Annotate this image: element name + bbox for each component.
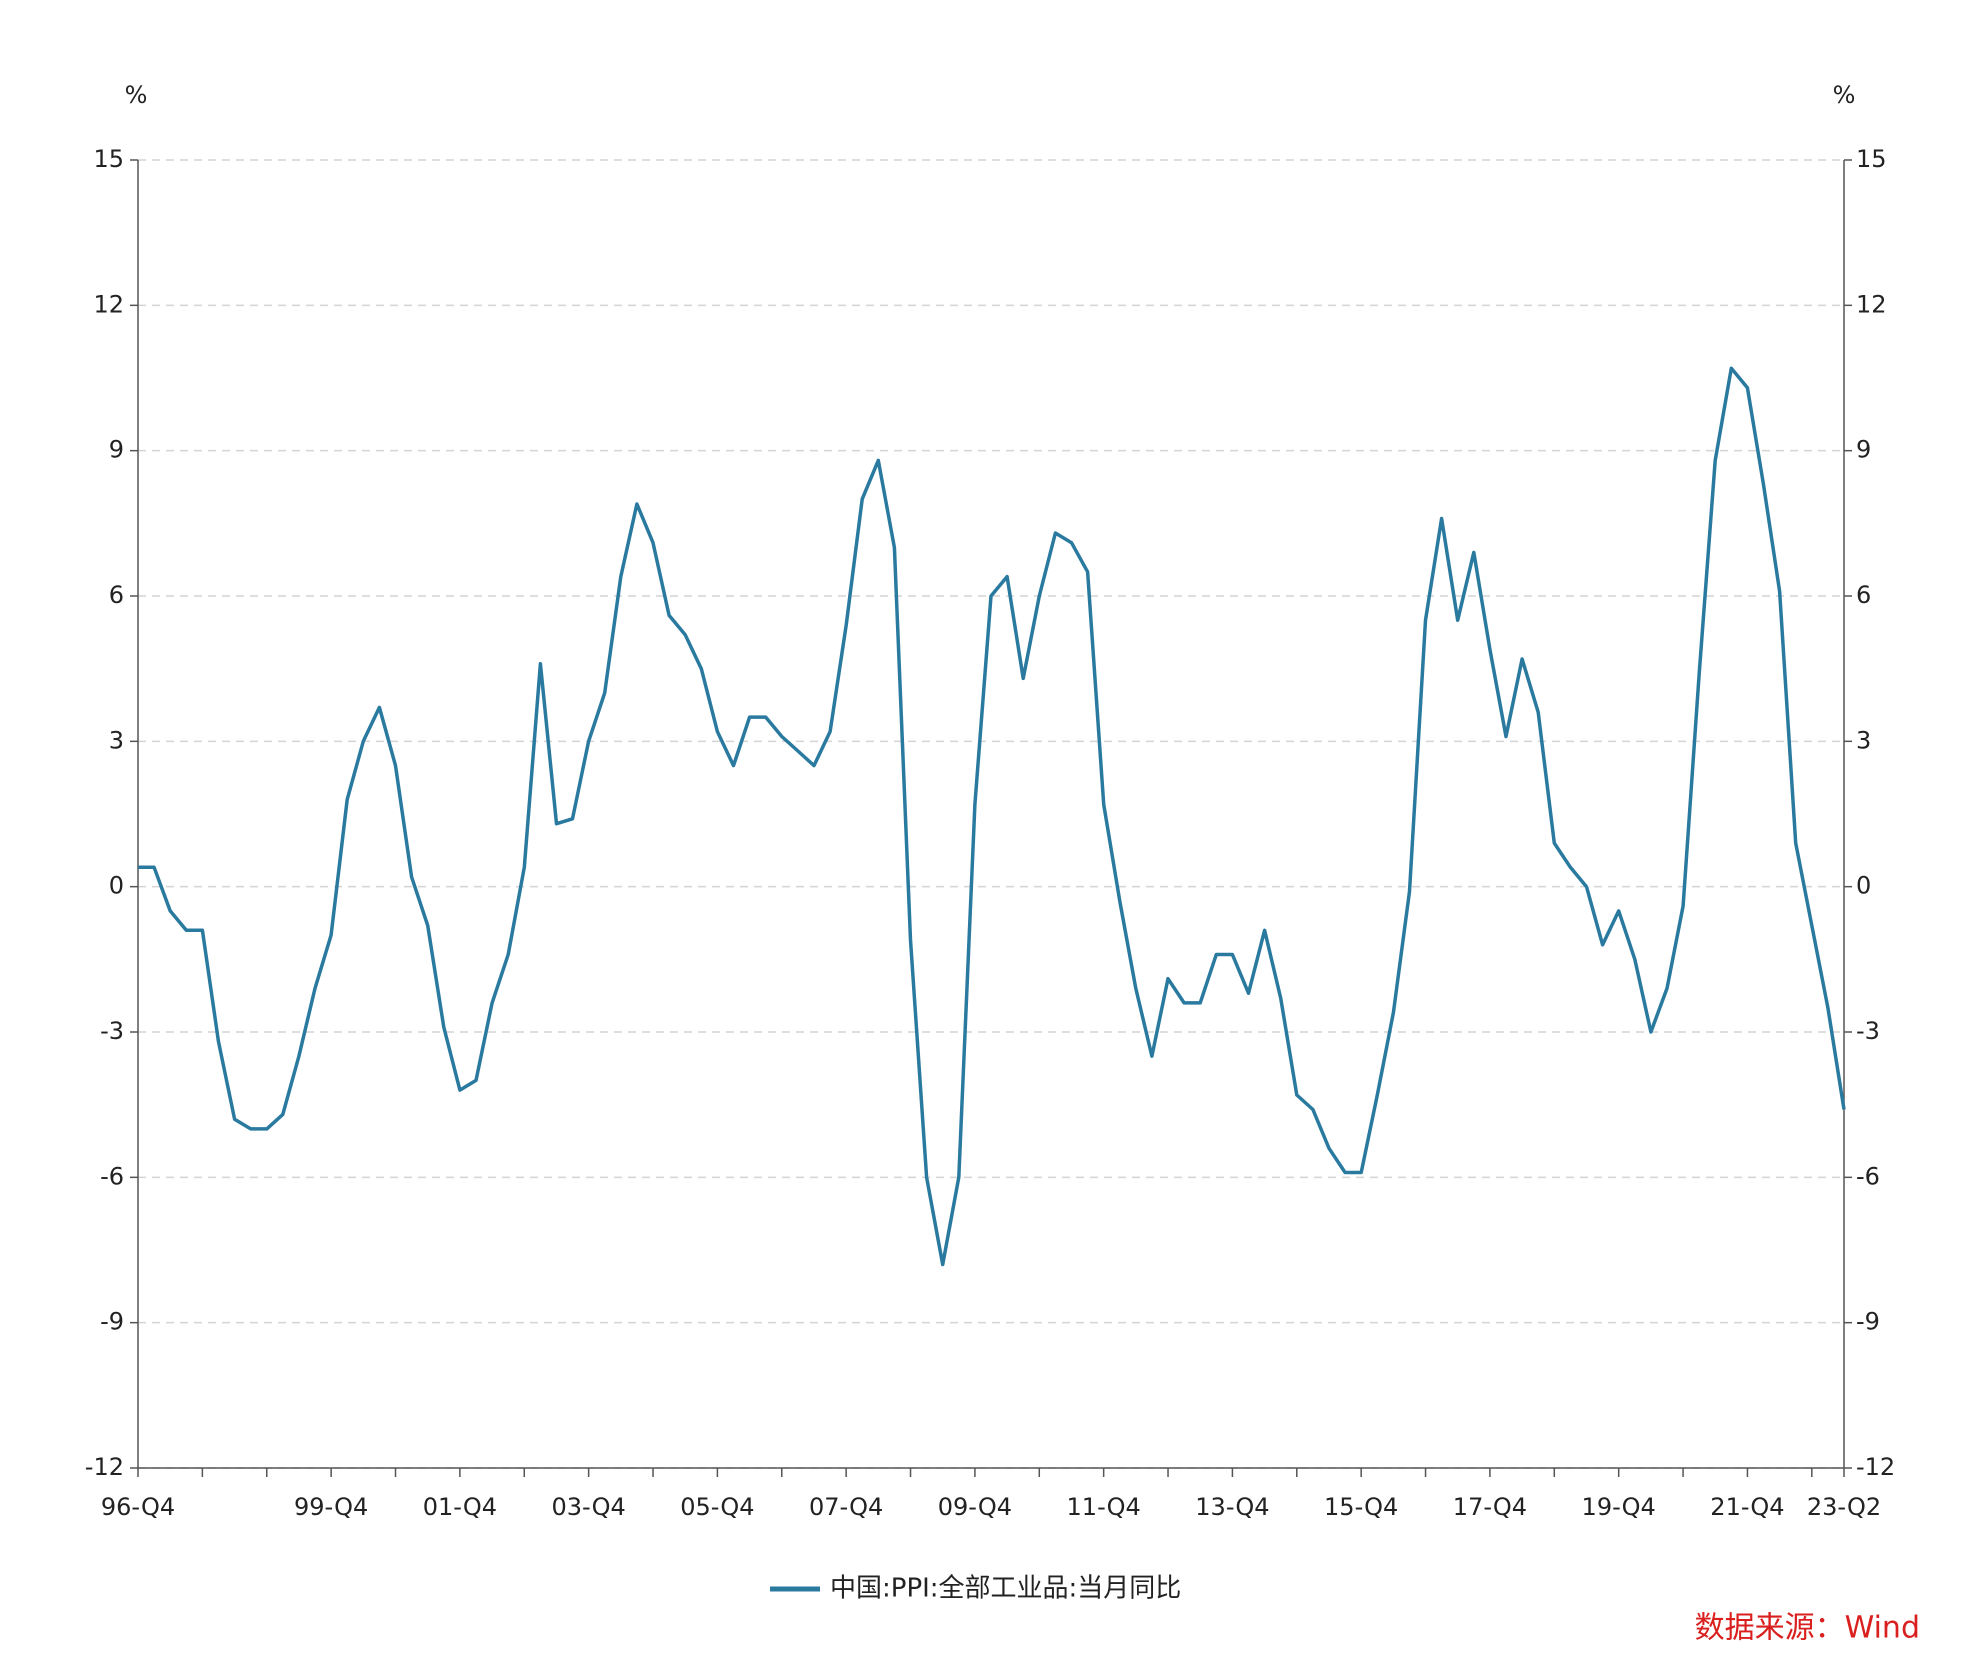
source: 数据来源：Wind <box>1695 1611 1920 1646</box>
y2-tick-label: -12 <box>1856 1453 1895 1481</box>
y2-tick-label: -9 <box>1856 1308 1880 1336</box>
x-tick-label: 21-Q4 <box>1710 1493 1784 1521</box>
x-tick-label: 99-Q4 <box>294 1493 368 1521</box>
y-tick-label: 9 <box>109 436 124 464</box>
y-tick-label: 15 <box>93 145 124 173</box>
y-unit: % <box>125 81 148 109</box>
y2-tick-label: 9 <box>1856 436 1871 464</box>
x-tick-label: 17-Q4 <box>1453 1493 1527 1521</box>
legend-label: 中国:PPI:全部工业品:当月同比 <box>830 1574 1181 1604</box>
y2-unit: % <box>1833 81 1856 109</box>
y2-tick-label: -6 <box>1856 1162 1880 1190</box>
y2-tick-label: 15 <box>1856 145 1887 173</box>
y-tick-label: -12 <box>85 1453 124 1481</box>
y-tick-label: -3 <box>100 1017 124 1045</box>
y2-tick-label: 3 <box>1856 726 1871 754</box>
y2-tick-label: 12 <box>1856 290 1887 318</box>
x-tick-label: 03-Q4 <box>552 1493 626 1521</box>
y-tick-label: 6 <box>109 581 124 609</box>
y-tick-label: 0 <box>109 872 124 900</box>
x-tick-label: 19-Q4 <box>1582 1493 1656 1521</box>
y-tick-label: 12 <box>93 290 124 318</box>
y2-tick-label: 0 <box>1856 872 1871 900</box>
x-tick-label: 09-Q4 <box>938 1493 1012 1521</box>
y2-tick-label: 6 <box>1856 581 1871 609</box>
x-tick-label: 05-Q4 <box>680 1493 754 1521</box>
y-tick-label: -6 <box>100 1162 124 1190</box>
x-tick-label: 96-Q4 <box>101 1493 175 1521</box>
x-tick-label: 07-Q4 <box>809 1493 883 1521</box>
y2-tick-label: -3 <box>1856 1017 1880 1045</box>
x-tick-label: 23-Q2 <box>1807 1493 1881 1521</box>
x-tick-label: 11-Q4 <box>1067 1493 1141 1521</box>
x-tick-label: 13-Q4 <box>1195 1493 1269 1521</box>
x-tick-label: 01-Q4 <box>423 1493 497 1521</box>
y-tick-label: 3 <box>109 726 124 754</box>
y-tick-label: -9 <box>100 1308 124 1336</box>
x-tick-label: 15-Q4 <box>1324 1493 1398 1521</box>
series-line <box>138 366 1846 1267</box>
